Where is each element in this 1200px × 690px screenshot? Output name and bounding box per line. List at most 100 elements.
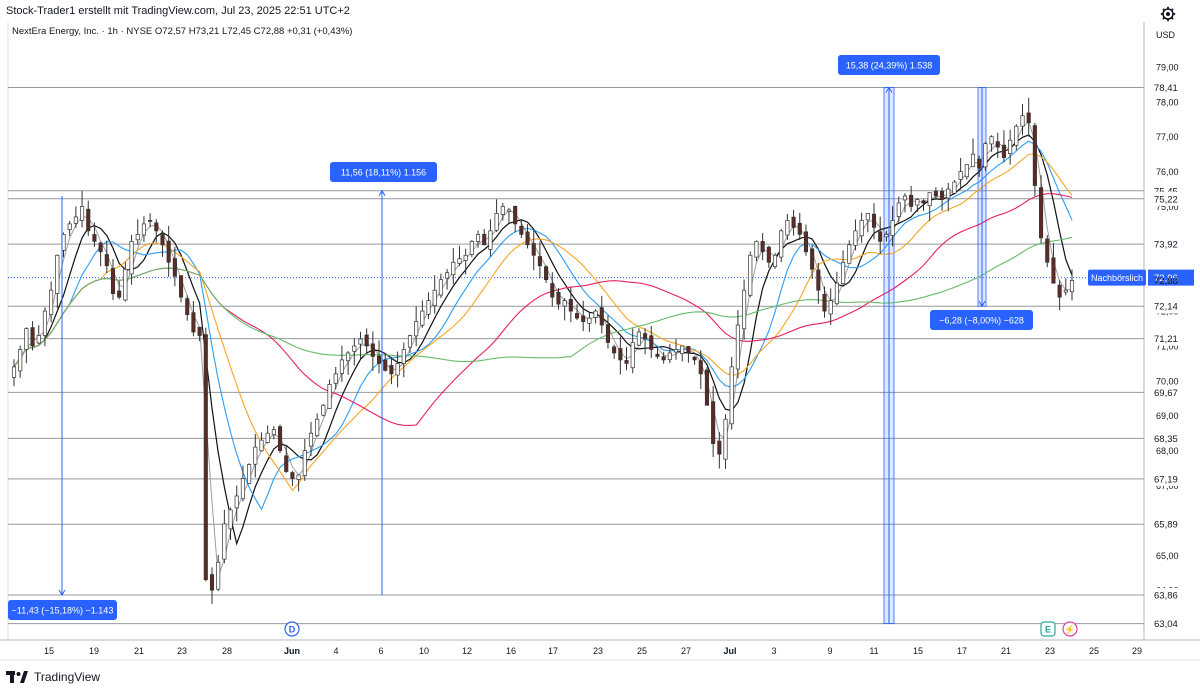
level-label-bg [1150, 616, 1192, 631]
candle-body [649, 335, 654, 350]
candle-body [98, 242, 103, 253]
earnings-marker-label: E [1045, 625, 1051, 635]
candle-body [822, 293, 827, 312]
candle-body [49, 289, 54, 316]
candle-body [216, 561, 221, 590]
y-tick-label: 71,00 [1156, 341, 1179, 351]
x-tick-label: 17 [548, 646, 558, 656]
level-label: 72,14 [1154, 302, 1178, 313]
candle-body [902, 195, 907, 201]
candle-body [228, 509, 233, 530]
x-tick-label: 21 [1001, 646, 1011, 656]
candle-body [339, 359, 344, 374]
candle-body [673, 349, 679, 353]
y-tick-label: 67,00 [1156, 481, 1179, 491]
level-label: 63,86 [1154, 591, 1178, 602]
candle-body [407, 335, 413, 348]
level-label: 71,21 [1154, 334, 1178, 345]
candle-body [346, 352, 351, 362]
chart-credit-header: Stock-Trader1 erstellt mit TradingView.c… [0, 0, 1200, 22]
x-tick-label: 25 [1089, 646, 1099, 656]
x-tick-label: 3 [771, 646, 776, 656]
candle-body [742, 289, 747, 330]
candle-body [123, 268, 128, 301]
x-tick-label: 10 [419, 646, 429, 656]
candle-body [834, 282, 839, 305]
level-label-bg [1150, 588, 1192, 603]
candle-body [445, 272, 450, 279]
candle-body [927, 192, 932, 207]
candle-body [271, 429, 276, 436]
credit-text: Stock-Trader1 erstellt mit TradingView.c… [6, 5, 350, 17]
candle-body [129, 240, 134, 275]
level-label: 73,92 [1154, 240, 1178, 251]
measure-label-bg [930, 310, 1033, 330]
candle-body [426, 300, 431, 315]
candle-body [302, 450, 307, 476]
currency-label[interactable]: USD [1156, 30, 1176, 40]
measure-arrow-head [378, 189, 386, 197]
candle-body [915, 199, 920, 206]
x-tick-label: 11 [869, 646, 878, 656]
x-tick-label: 21 [134, 646, 144, 656]
chart-grid [0, 22, 1200, 661]
level-label: 68,35 [1154, 434, 1178, 445]
candle-body [810, 248, 815, 270]
candle-body [593, 310, 598, 318]
dividend-marker-label: D [289, 625, 296, 635]
candle-body [141, 223, 146, 236]
candle-body [135, 234, 140, 241]
candle-body [717, 440, 722, 455]
level-label-bg [1150, 471, 1192, 486]
symbol-ohlc-legend[interactable]: NextEra Energy, Inc. · 1h · NYSE O72,57 … [12, 26, 352, 37]
measurements[interactable]: −11,43 (−15,18%) −1.143 11,56 (18,11%) 1.… [8, 55, 1033, 624]
candle-body [1051, 257, 1056, 284]
candle-body [110, 268, 116, 295]
candle-body [692, 356, 697, 361]
candle-body [395, 363, 400, 376]
tradingview-brand[interactable]: TradingView [6, 670, 100, 684]
candle-body [989, 136, 994, 145]
x-tick-label: 16 [506, 646, 516, 656]
candle-body [80, 206, 85, 221]
candle-body [729, 366, 734, 425]
candle-body [414, 321, 419, 337]
candle-body [983, 143, 988, 168]
y-tick-label: 79,00 [1156, 62, 1179, 72]
candle-body [667, 352, 672, 361]
candle-body [197, 326, 202, 336]
candle-body [513, 205, 518, 225]
measure-label: 11,56 (18,11%) 1.156 [341, 168, 426, 178]
gear-icon[interactable] [1160, 6, 1176, 27]
candle-body [389, 365, 394, 375]
candle-body [871, 213, 877, 228]
candle-body [160, 234, 165, 246]
measure-label: 15,38 (24,39%) 1.538 [846, 61, 933, 71]
symbol-ohlc-text: NextEra Energy, Inc. · 1h · NYSE O72,57 … [12, 26, 353, 37]
candle-body [612, 346, 617, 354]
candle-body [253, 446, 258, 465]
candle-body [519, 225, 524, 235]
candle-body [315, 418, 320, 436]
time-axis: 15 19 21 23 28 Jun 4 6 10 12 16 17 23 25 27 Jul 3 9 11 15 17… [44, 646, 1142, 656]
level-label: 69,67 [1154, 388, 1178, 399]
measure-label: −11,43 (−15,18%) −1.143 [12, 606, 114, 616]
candle-body [618, 348, 623, 361]
level-label-bg [1150, 517, 1192, 532]
event-markers[interactable]: D E ⚡ [284, 621, 1078, 637]
candle-body [686, 346, 691, 354]
y-tick-label: 76,00 [1156, 167, 1179, 177]
candle-body [383, 359, 388, 371]
candle-body [704, 369, 710, 406]
candle-body [1026, 112, 1031, 124]
ma-gray-line [13, 120, 1073, 578]
y-tick-label: 70,00 [1156, 376, 1179, 386]
x-tick-label: 23 [177, 646, 187, 656]
level-label-bg [1150, 80, 1192, 95]
x-tick-label: Jun [284, 646, 300, 656]
tradingview-logo-icon [6, 671, 28, 683]
horizontal-levels [8, 87, 1144, 625]
candle-body [574, 313, 580, 319]
candle-body [277, 426, 283, 451]
